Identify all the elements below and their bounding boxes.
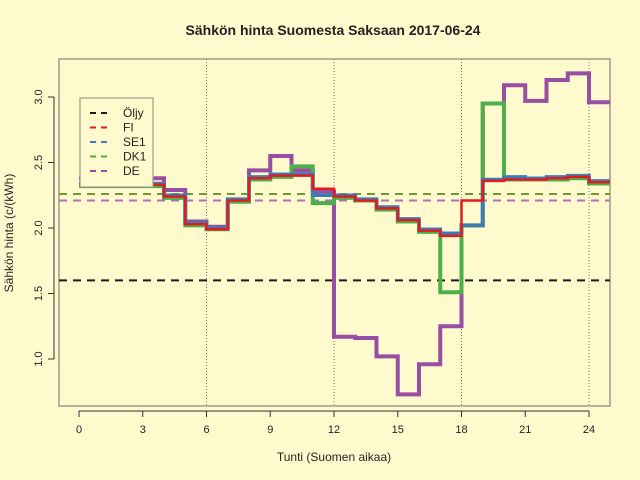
series-dk1 [79,101,610,295]
legend-label: SE1 [123,135,146,149]
series-de [79,71,610,397]
legend-label: Öljy [123,106,144,120]
x-tick-label: 0 [76,424,82,436]
legend-label: FI [123,121,134,135]
y-tick-label: 2.0 [33,220,45,235]
y-axis-label: Sähkön hinta (c/(kWh) [2,174,16,293]
y-tick-label: 2.5 [33,155,45,170]
series-fi [79,174,610,238]
x-tick-label: 9 [267,424,273,436]
axes: 1.0 1.5 2.0 2.5 3.0 0 3 6 9 12 15 18 21 24 [33,89,595,436]
chart-title: Sähkön hinta Suomesta Saksaan 2017-06-24 [186,22,481,38]
x-tick-label: 3 [140,424,146,436]
x-tick-label: 15 [392,424,404,436]
x-tick-label: 24 [583,424,595,436]
x-tick-label: 18 [455,424,467,436]
x-tick-label: 12 [328,424,340,436]
y-tick-label: 1.5 [33,286,45,301]
legend-label: DK1 [123,150,147,164]
vertical-gridlines [206,59,590,406]
reference-lines [59,192,610,282]
x-axis-label: Tunti (Suomen aikaa) [277,450,391,464]
legend-label: DE [123,164,140,178]
y-tick-label: 3.0 [33,89,45,104]
data-series [79,71,610,397]
x-tick-label: 6 [203,424,209,436]
y-tick-label: 1.0 [33,351,45,366]
series-se1 [79,172,610,235]
x-tick-label: 21 [519,424,531,436]
